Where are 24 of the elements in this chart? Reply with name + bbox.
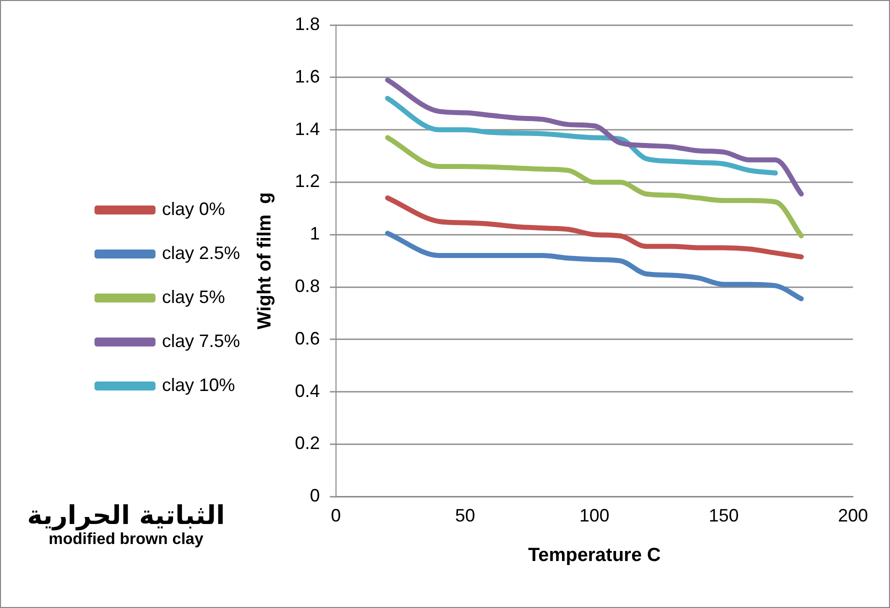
y-tick-label: 0.8: [294, 276, 320, 296]
legend-label: clay 10%: [162, 374, 236, 395]
x-tick-label: 0: [330, 505, 341, 526]
x-tick-label: 200: [838, 505, 868, 526]
text: modified brown clay: [48, 531, 204, 549]
y-tick-label: 0.2: [294, 433, 320, 454]
legend-label: clay 5%: [162, 286, 226, 307]
y-tick-label: 1.8: [294, 14, 320, 34]
y-tick-label: 0: [310, 486, 320, 506]
y-axis-title: Wight of film g: [254, 192, 276, 330]
y-tick-label: 1.4: [294, 118, 320, 139]
y-tick-label: 0.4: [294, 380, 320, 401]
x-axis-title: Temperature C: [528, 544, 662, 566]
legend-label: clay 0%: [162, 198, 226, 219]
legend-label: clay 7.5%: [162, 330, 240, 351]
y-tick-label: 1: [310, 224, 320, 244]
legend-label: clay 2.5%: [162, 242, 240, 263]
x-tick-label: 100: [579, 505, 610, 526]
x-tick-label: 150: [708, 505, 739, 526]
y-tick-label: 1.2: [294, 171, 320, 192]
y-tick-label: 0.6: [294, 328, 320, 348]
x-tick-label: 50: [455, 505, 476, 526]
y-tick-label: 1.6: [294, 66, 320, 86]
text: الثباتية الحرارية: [26, 501, 226, 531]
